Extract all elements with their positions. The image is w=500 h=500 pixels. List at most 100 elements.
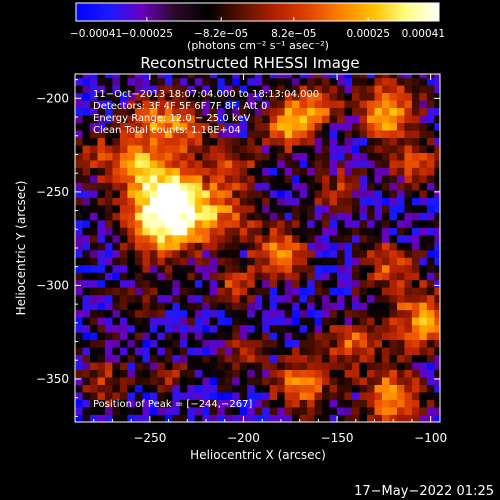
heatmap-cell [352, 287, 360, 296]
heatmap-cell [374, 377, 383, 385]
heatmap-cell [269, 152, 278, 161]
heatmap-cell [419, 152, 428, 161]
heatmap-cell [202, 324, 211, 333]
heatmap-cell [322, 257, 330, 266]
heatmap-cell [344, 182, 353, 191]
heatmap-cell [149, 160, 158, 168]
heatmap-cell [269, 362, 278, 371]
heatmap-cell [434, 190, 440, 198]
heatmap-cell [344, 122, 353, 131]
heatmap-cell [89, 362, 98, 371]
heatmap-cell [224, 175, 233, 183]
heatmap-cell [411, 107, 420, 116]
heatmap-cell [352, 399, 360, 408]
heatmap-cell [314, 107, 323, 116]
heatmap-cell [434, 354, 440, 363]
heatmap-cell [299, 167, 308, 176]
heatmap-cell [307, 309, 315, 318]
heatmap-cell [322, 122, 330, 131]
heatmap-cell [202, 332, 211, 341]
heatmap-cell [179, 175, 188, 183]
heatmap-cell [381, 122, 390, 131]
heatmap-cell [359, 332, 368, 341]
heatmap-cell [307, 145, 315, 153]
heatmap-cell [359, 115, 368, 124]
heatmap-cell [194, 279, 203, 288]
heatmap-cell [419, 279, 428, 288]
heatmap-cell [307, 130, 315, 139]
heatmap-cell [337, 347, 345, 356]
heatmap-cell [374, 145, 383, 153]
heatmap-cell [381, 175, 390, 183]
heatmap-cell [314, 317, 323, 326]
heatmap-cell [411, 197, 420, 206]
heatmap-cell [104, 384, 113, 393]
heatmap-cell [119, 377, 128, 385]
heatmap-cell [164, 160, 173, 168]
heatmap-cell [389, 257, 398, 266]
heatmap-cell [134, 92, 143, 101]
heatmap-cell [202, 347, 211, 356]
heatmap-cell [187, 122, 196, 131]
heatmap-cell [381, 190, 390, 198]
heatmap-cell [149, 414, 158, 422]
heatmap-cell [217, 197, 226, 206]
heatmap-cell [292, 227, 301, 236]
heatmap-cell [232, 377, 241, 385]
heatmap-cell [367, 160, 375, 168]
annotation-clean-counts: Clean Total counts: 1.18E+04 [93, 125, 241, 136]
heatmap-cell [434, 399, 440, 408]
heatmap-cell [322, 219, 330, 228]
heatmap-cell [97, 145, 106, 153]
heatmap-cell [411, 377, 420, 385]
heatmap-cell [284, 392, 293, 400]
heatmap-cell [367, 234, 375, 243]
heatmap-cell [194, 137, 203, 146]
heatmap-cell [247, 377, 256, 385]
heatmap-cell [127, 399, 136, 408]
heatmap-cell [127, 85, 136, 94]
heatmap-cell [329, 227, 338, 236]
heatmap-cell [419, 287, 428, 296]
heatmap-cell [232, 85, 241, 94]
heatmap-cell [157, 272, 166, 281]
heatmap-cell [337, 160, 345, 168]
heatmap-cell [187, 264, 196, 273]
heatmap-cell [75, 294, 83, 303]
heatmap-cell [97, 302, 106, 311]
heatmap-cell [232, 354, 241, 363]
heatmap-cell [157, 354, 166, 363]
x-axis-ticks: −250 −200 −150 −100 [74, 74, 447, 445]
heatmap-cell [202, 197, 211, 206]
heatmap-cell [82, 414, 91, 422]
heatmap-cell [307, 219, 315, 228]
heatmap-cell [187, 204, 196, 213]
heatmap-cell [419, 257, 428, 266]
heatmap-cell [164, 414, 173, 422]
heatmap-cell [149, 302, 158, 311]
heatmap-cell [359, 122, 368, 131]
heatmap-cell [134, 324, 143, 333]
heatmap-cell [89, 175, 98, 183]
heatmap-cell [75, 249, 83, 258]
heatmap-cell [157, 332, 166, 341]
heatmap-cell [277, 332, 286, 341]
heatmap-cell [277, 339, 286, 348]
heatmap-cell [172, 309, 181, 318]
heatmap-cell [82, 137, 91, 146]
heatmap-cell [217, 74, 226, 79]
heatmap-cell [359, 294, 368, 303]
heatmap-cell [224, 362, 233, 371]
heatmap-cell [97, 317, 106, 326]
heatmap-cell [194, 85, 203, 94]
heatmap-cell [314, 347, 323, 356]
heatmap-cell [104, 302, 113, 311]
heatmap-cell [187, 197, 196, 206]
heatmap-cell [359, 324, 368, 333]
heatmap-cell [104, 227, 113, 236]
heatmap-cell [194, 77, 203, 86]
heatmap-cell [247, 175, 256, 183]
heatmap-cell [134, 212, 143, 221]
heatmap-cell [239, 302, 248, 311]
heatmap-cell [134, 85, 143, 94]
